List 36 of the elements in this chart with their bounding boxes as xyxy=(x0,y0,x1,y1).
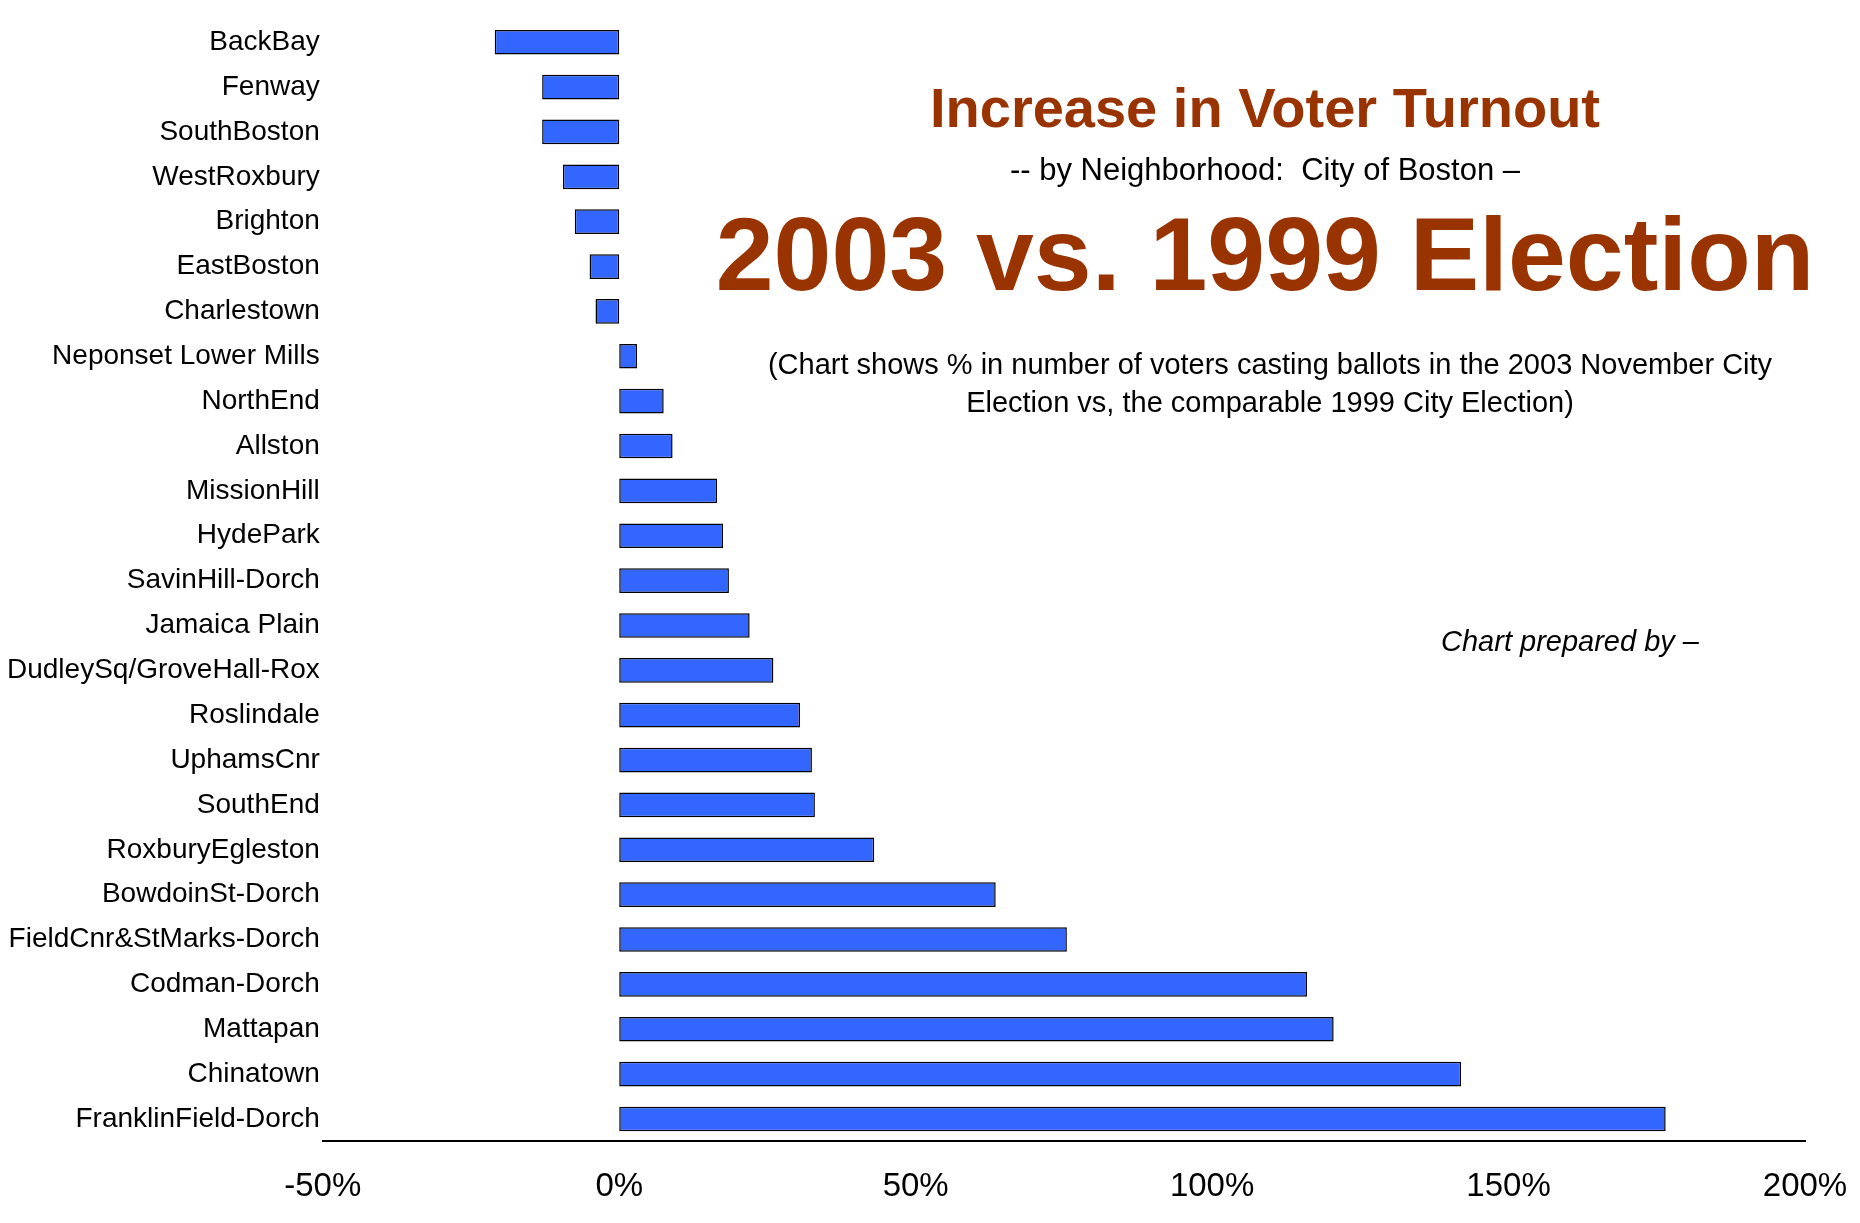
annotation: Chart prepared by – xyxy=(1440,625,1700,658)
x-tick-label: 150% xyxy=(1466,1166,1551,1204)
y-tick-label: FranklinField-Dorch xyxy=(75,1101,320,1133)
y-tick-label: Charlestown xyxy=(164,294,320,326)
x-tick-label: 200% xyxy=(1762,1166,1848,1204)
y-tick-label: Roslindale xyxy=(189,697,320,729)
y-tick-label: Brighton xyxy=(215,204,320,236)
y-tick-label: Allston xyxy=(235,428,320,460)
x-tick-label: 50% xyxy=(882,1166,949,1204)
y-tick-label: RoxburyEgleston xyxy=(106,832,320,864)
annotation: 2003 vs. 1999 Election xyxy=(714,195,1816,314)
y-tick-label: WestRoxbury xyxy=(152,159,320,191)
y-tick-label: SavinHill-Dorch xyxy=(126,563,320,595)
x-tick-label: 100% xyxy=(1169,1166,1255,1204)
y-tick-label: SouthEnd xyxy=(196,787,320,819)
y-tick-label: SouthBoston xyxy=(159,114,320,146)
y-tick-label: BackBay xyxy=(209,24,320,56)
x-tick-label: 0% xyxy=(595,1166,644,1204)
y-tick-label: Fenway xyxy=(221,69,320,101)
y-tick-label: FieldCnr&StMarks-Dorch xyxy=(8,922,320,954)
y-tick-label: EastBoston xyxy=(176,249,320,281)
y-tick-label: Neponset Lower Mills xyxy=(52,339,320,370)
annotation: (Chart shows % in number of voters casting ballots in the 2003 November City Election vs, the comparable 1999 City Election) xyxy=(766,347,1774,420)
y-tick-label: Codman-Dorch xyxy=(129,967,320,999)
y-tick-label: UphamsCnr xyxy=(170,742,320,774)
y-tick-label: BowdoinSt-Dorch xyxy=(101,877,320,909)
y-tick-label: Jamaica Plain xyxy=(145,608,320,640)
y-tick-label: NorthEnd xyxy=(201,383,320,415)
y-tick-label: Mattapan xyxy=(203,1011,320,1043)
y-tick-label: HydePark xyxy=(196,518,321,550)
text: Increase in Voter Turnout xyxy=(929,75,1601,140)
y-tick-label: Chinatown xyxy=(187,1056,320,1088)
y-tick-label: DudleySq/GroveHall-Rox xyxy=(6,653,320,685)
x-tick-label: -50% xyxy=(284,1166,362,1204)
y-tick-label: MissionHill xyxy=(185,473,320,505)
text: -- by Neighborhood: City of Boston – xyxy=(1008,152,1521,188)
